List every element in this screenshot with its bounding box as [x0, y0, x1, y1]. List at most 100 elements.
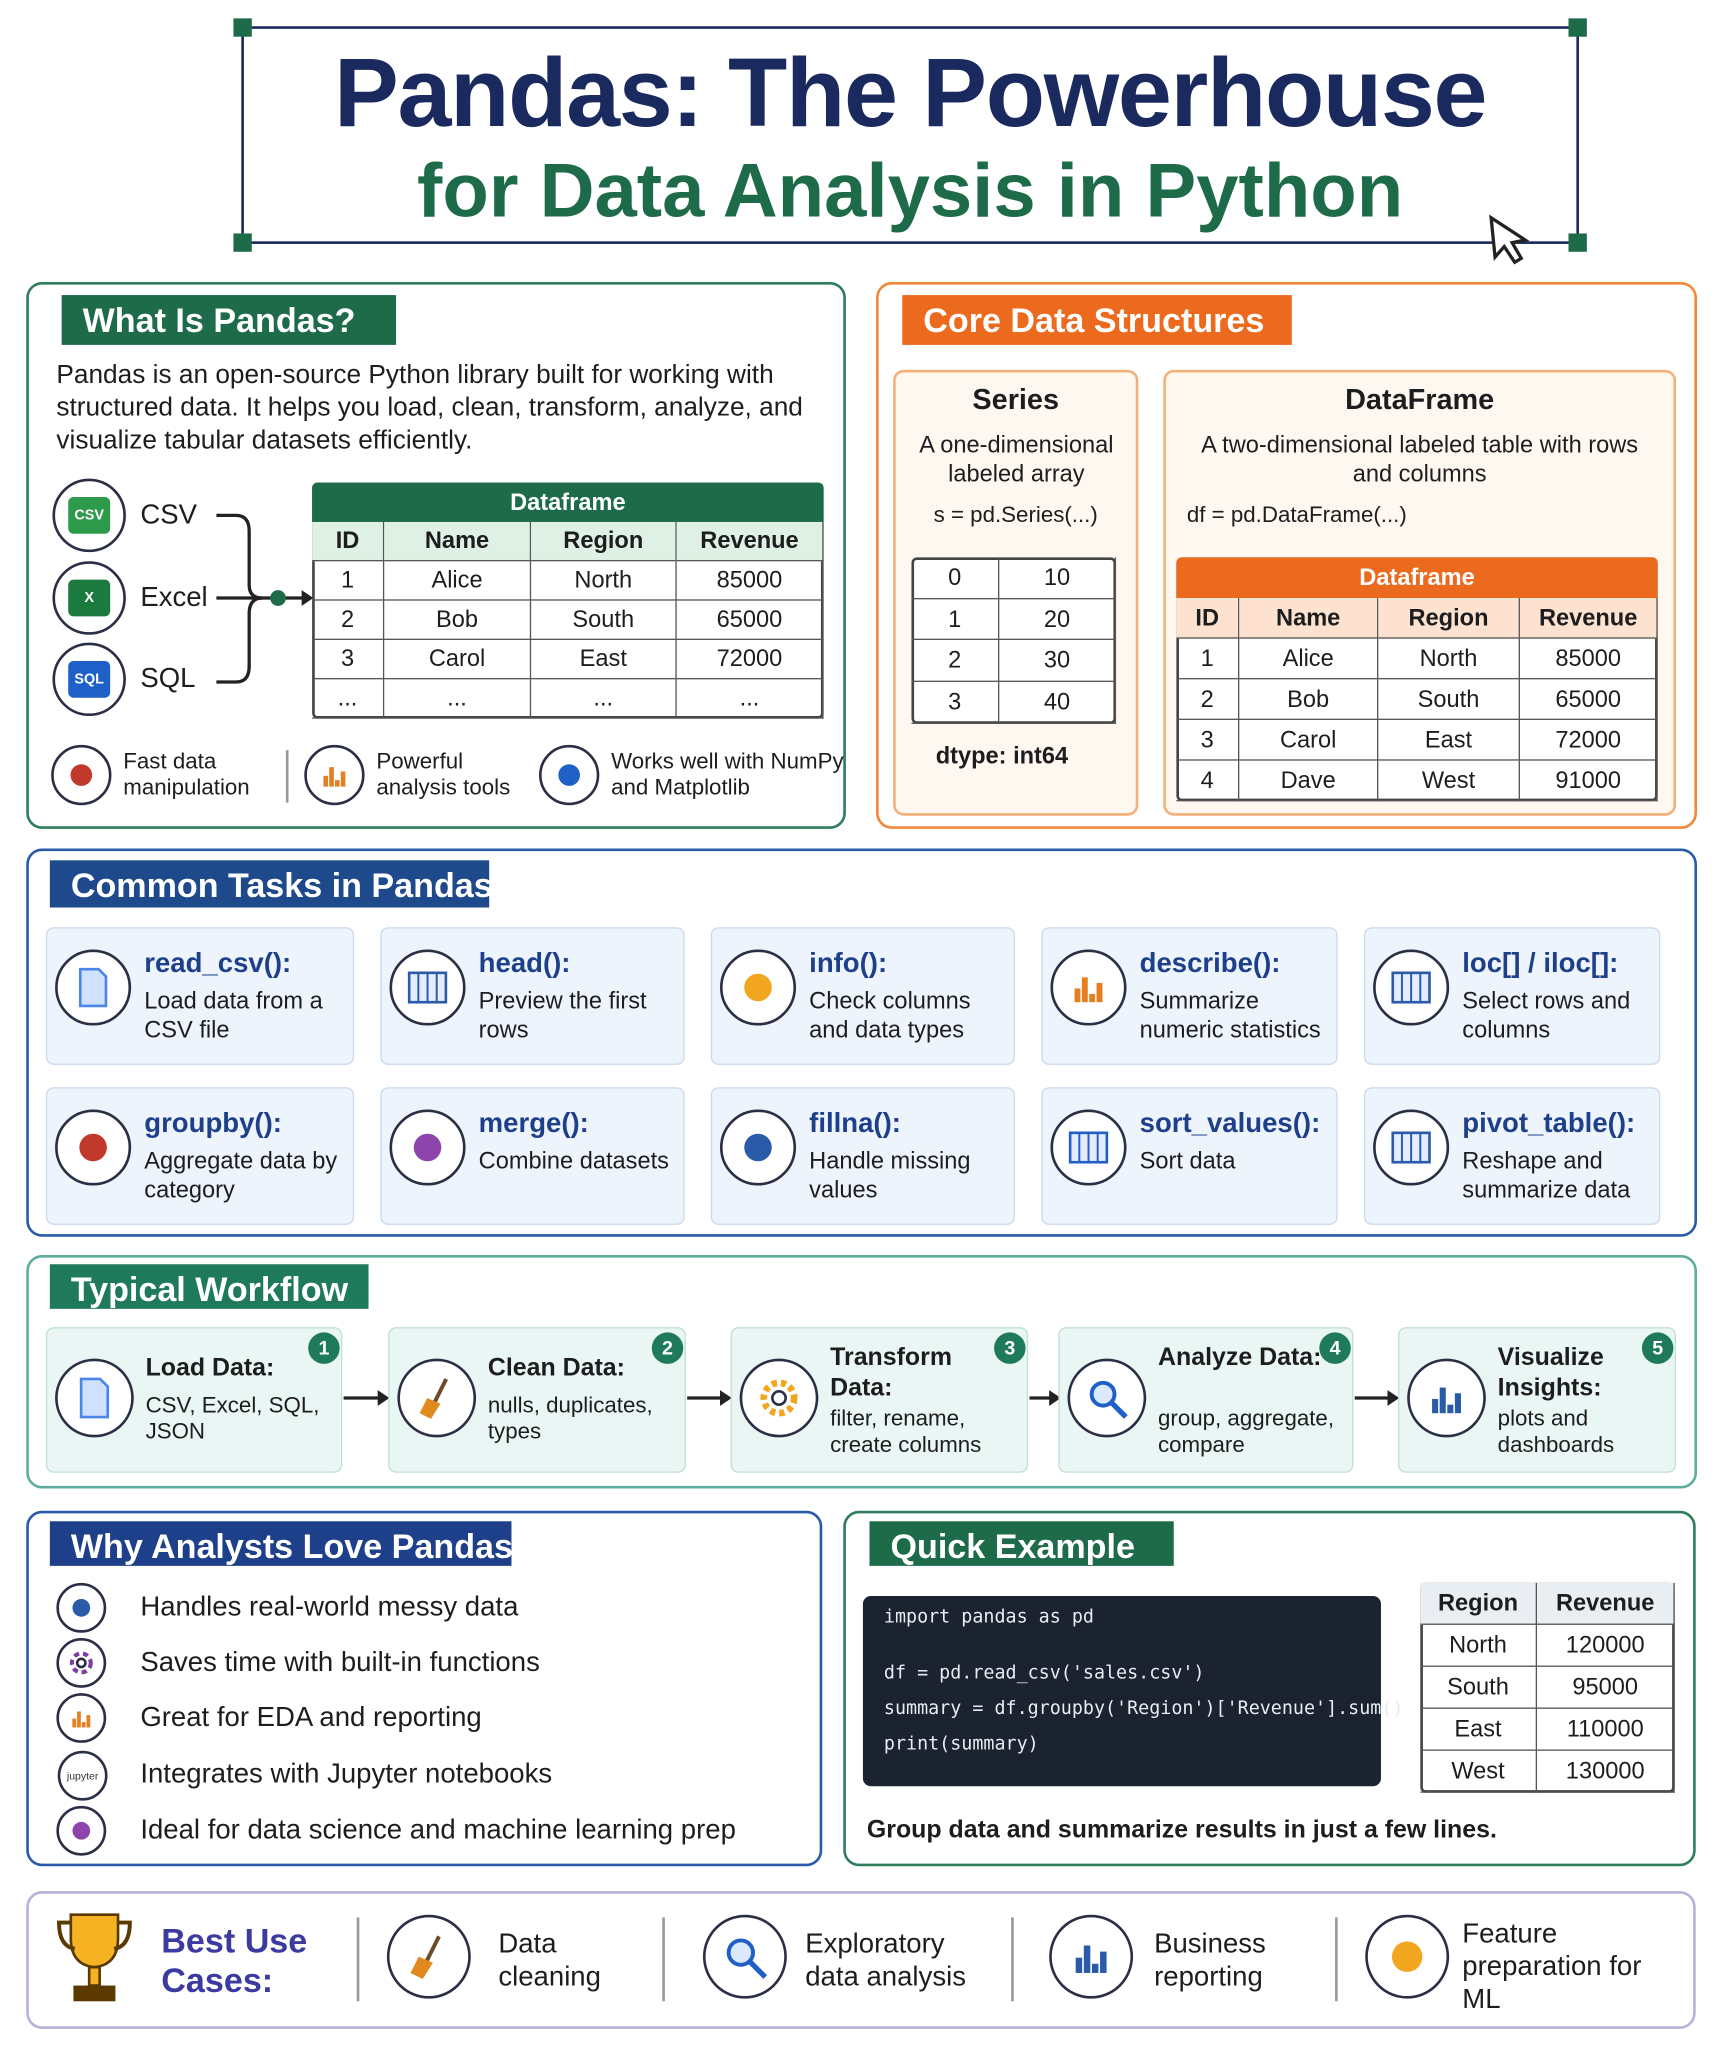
use-cases-heading: Best Use Cases: — [161, 1921, 308, 2000]
step-description: nulls, duplicates, types — [487, 1392, 653, 1444]
task-name: read_csv(): — [144, 948, 292, 979]
section — [843, 1510, 1696, 1867]
source-label: Excel — [140, 582, 208, 613]
table-cell: 65000 — [676, 600, 824, 640]
cell-text: 10 — [1043, 563, 1071, 590]
icon-lens — [1089, 1380, 1117, 1408]
feature: Powerful analysis tools — [376, 748, 511, 800]
cursor — [1489, 214, 1530, 265]
icon-bar — [340, 771, 346, 787]
step-badge: 3 — [994, 1332, 1026, 1364]
icon-bar — [323, 775, 329, 787]
code-block — [862, 1596, 1381, 1787]
table-cell: Carol — [1239, 719, 1379, 761]
table-cell: 85000 — [1519, 638, 1658, 680]
step-title: Clean Data: — [487, 1354, 625, 1383]
icon — [719, 949, 797, 1026]
trophy-base — [73, 1985, 116, 2002]
cell-text: East — [1454, 1715, 1502, 1742]
table-cell: 1 — [1176, 638, 1240, 680]
step-title: Load Data: — [145, 1354, 275, 1383]
icon-gear — [760, 1379, 798, 1417]
feature: Fast data manipulation — [123, 748, 250, 800]
icon-stick — [433, 1378, 448, 1403]
icon-gear — [69, 1651, 93, 1675]
table-cell: South — [1420, 1666, 1538, 1709]
source-label: SQL — [140, 663, 196, 694]
junction — [270, 590, 286, 606]
table-cell: Alice — [1239, 638, 1379, 680]
table-cell: Bob — [384, 600, 532, 640]
step-badge: 4 — [1319, 1332, 1351, 1364]
table-cell: 65000 — [1519, 679, 1658, 720]
icon-dot — [558, 764, 580, 786]
task-name: merge(): — [478, 1108, 589, 1139]
step-description: group, aggregate, compare — [1158, 1405, 1335, 1458]
icon — [739, 1358, 819, 1438]
table-cell: 72000 — [676, 639, 824, 680]
table-cell: North — [1378, 638, 1520, 680]
icon — [55, 1358, 134, 1438]
cell-text: 65000 — [716, 605, 783, 633]
cell-text: East — [579, 645, 627, 672]
divider — [356, 1917, 360, 2002]
icon-ring — [56, 1693, 107, 1743]
icon-bar — [329, 767, 334, 787]
icon-dot — [413, 1133, 442, 1162]
task-description: Combine datasets — [478, 1147, 669, 1174]
cell-text: 2 — [340, 605, 355, 633]
table-cell: Dave — [1239, 760, 1379, 802]
table-cell: Alice — [384, 561, 532, 601]
table-cell: East — [1378, 719, 1520, 761]
code: s = pd.Series(...) — [933, 502, 1098, 528]
icon — [1050, 1109, 1127, 1186]
icon-bar — [1091, 1963, 1099, 1973]
section — [26, 1510, 823, 1867]
cell-text: Alice — [1282, 644, 1334, 671]
section-heading: Why Analysts Love Pandas — [49, 1521, 513, 1566]
table-cell: 4 — [1176, 760, 1240, 802]
section — [26, 1891, 1696, 2029]
table-cell: 2 — [312, 600, 385, 640]
icon-bar — [77, 1711, 81, 1728]
cell-text: ... — [593, 684, 614, 711]
task-description: Aggregate data by category — [144, 1147, 338, 1203]
table-caption: Dataframe — [312, 482, 824, 522]
task-name: describe(): — [1139, 948, 1281, 979]
divider — [1335, 1917, 1338, 2002]
table-cell: 72000 — [1519, 719, 1658, 761]
cell-text: 30 — [1043, 646, 1071, 674]
table-header-cell: Revenue — [1537, 1582, 1675, 1625]
workflow-arrow-heads — [377, 1390, 1400, 1406]
step-description: plots and dashboards — [1497, 1405, 1615, 1458]
step-title: Visualize Insights: — [1497, 1344, 1604, 1402]
step-description: CSV, Excel, SQL, JSON — [145, 1392, 320, 1444]
cell-text: 20 — [1043, 605, 1071, 632]
icon-handle — [1108, 1399, 1128, 1419]
cell-text: ... — [337, 684, 358, 711]
icon-bar — [81, 1722, 86, 1728]
card-title: Series — [972, 382, 1060, 416]
icon-doc — [79, 1377, 110, 1419]
icon-handle — [747, 1958, 768, 1979]
icon-doc — [78, 967, 108, 1008]
example-caption: Group data and summarize results in just… — [866, 1816, 1497, 1844]
table-cell: 95000 — [1537, 1666, 1675, 1709]
table-cell: South — [531, 600, 677, 640]
workflow-card — [730, 1327, 1029, 1473]
frame-handles — [233, 18, 1587, 252]
icon-bar — [1081, 977, 1088, 1003]
source-badge: X — [68, 579, 111, 617]
cell-text: 3 — [340, 645, 355, 672]
trophy-stem — [87, 1965, 101, 1987]
icon-brush — [410, 1956, 433, 1980]
table-cell: 130000 — [1537, 1750, 1675, 1793]
icon-brush — [419, 1398, 441, 1419]
cell-text: Dave — [1280, 766, 1336, 793]
series-index: 1 — [911, 598, 1000, 641]
cell-text: Region — [563, 527, 644, 554]
step-badge: 2 — [651, 1332, 684, 1364]
section — [26, 848, 1698, 1237]
